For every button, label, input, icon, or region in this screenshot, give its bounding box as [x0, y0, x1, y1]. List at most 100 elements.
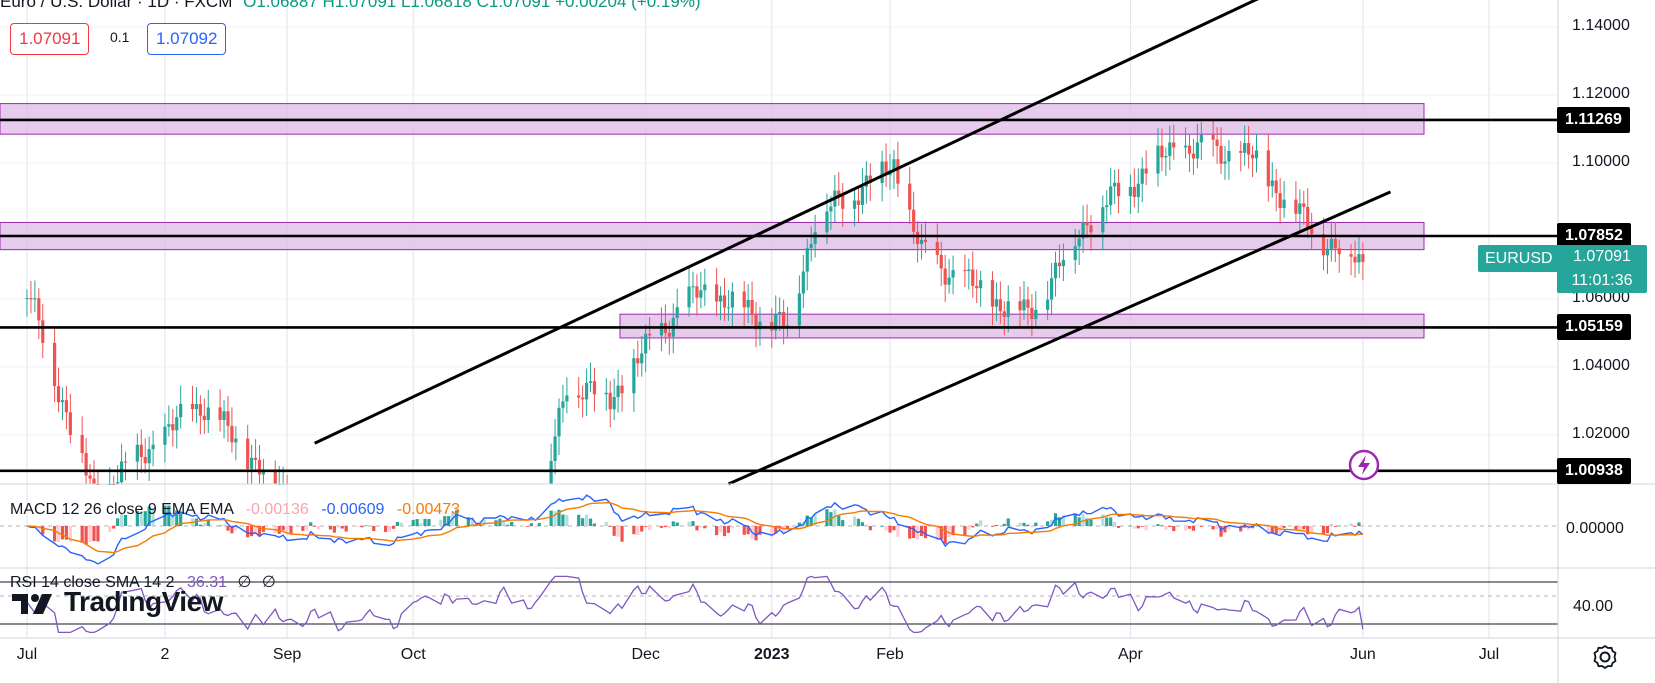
- macd-histogram-bar: [616, 526, 620, 537]
- time-tick-label: 2: [160, 646, 170, 663]
- rsi-legend[interactable]: RSI 14 close SMA 14 2 36.31 ∅ ∅: [10, 572, 276, 592]
- macd-histogram-bar: [742, 526, 746, 535]
- macd-histogram-bar: [202, 523, 206, 526]
- candle-body: [52, 342, 57, 387]
- candle-body: [742, 291, 746, 308]
- candle-body: [139, 444, 143, 457]
- candle-body: [135, 444, 139, 462]
- candle-body: [868, 175, 872, 184]
- candle-body: [632, 358, 636, 394]
- settings-gear-icon[interactable]: [1592, 644, 1618, 670]
- candle-body: [604, 392, 608, 395]
- macd-histogram-bar: [285, 526, 289, 536]
- candle-body: [222, 411, 226, 420]
- candle-body: [1002, 311, 1006, 317]
- candle-body: [864, 175, 868, 187]
- macd-histogram-bar: [537, 523, 541, 526]
- candle-body: [659, 323, 664, 336]
- macd-histogram-bar: [608, 526, 612, 527]
- horizontal-levels: [0, 118, 1558, 473]
- macd-histogram-bar: [620, 526, 624, 542]
- time-tick-label: Dec: [631, 646, 660, 663]
- macd-legend-name: MACD 12 26 close 9 EMA EMA: [10, 501, 234, 518]
- time-tick-label: Feb: [876, 646, 904, 663]
- candle-body: [675, 307, 679, 318]
- bolt-alert-icon[interactable]: [1348, 449, 1380, 481]
- candle-body: [1073, 246, 1077, 260]
- macd-histogram-bar: [387, 526, 392, 532]
- macd-histogram-bar: [797, 522, 801, 526]
- candle-body: [829, 206, 833, 212]
- time-tick-label: Apr: [1117, 646, 1143, 663]
- macd-histogram-bar: [1357, 522, 1361, 526]
- macd-legend[interactable]: MACD 12 26 close 9 EMA EMA -0.00136 -0.0…: [10, 501, 460, 519]
- candle-body: [565, 395, 569, 402]
- macd-histogram-bar: [372, 526, 376, 532]
- macd-histogram-bar: [730, 526, 734, 529]
- macd-histogram-bar: [116, 518, 120, 526]
- macd-histogram-bar: [577, 514, 581, 526]
- macd-histogram-bar: [1002, 523, 1006, 526]
- time-tick-label: Jul: [16, 646, 38, 663]
- candle-body: [990, 280, 995, 307]
- macd-histogram-bar: [1144, 526, 1148, 531]
- candle-body: [206, 407, 210, 421]
- candle-body: [1239, 150, 1243, 153]
- macd-histogram-bar: [549, 510, 553, 526]
- macd-histogram-bar: [253, 526, 258, 534]
- macd-histogram-bar: [313, 526, 317, 527]
- candle-body: [1219, 146, 1223, 164]
- macd-histogram-bar: [41, 526, 45, 535]
- candle-body: [923, 239, 928, 243]
- candle-body: [92, 478, 96, 484]
- price-tick-label: 1.12000: [1572, 85, 1630, 103]
- macd-histogram-bar: [151, 508, 155, 526]
- time-tick-label: Sep: [272, 646, 302, 663]
- macd-histogram-bar: [1282, 526, 1286, 528]
- candle-body: [1310, 228, 1314, 235]
- candle-body: [1172, 142, 1176, 148]
- chart-header: Euro / U.S. Dollar · 1D · FXCM O1.06887 …: [0, 0, 701, 12]
- symbol-tag: EURUSD: [1478, 245, 1560, 272]
- macd-histogram-bar: [1006, 518, 1010, 526]
- candle-body: [1215, 139, 1219, 147]
- candle-body: [1250, 154, 1255, 159]
- symbol-title[interactable]: Euro / U.S. Dollar · 1D · FXCM: [0, 0, 233, 11]
- candle-body: [218, 407, 222, 420]
- buy-price-button[interactable]: 1.07092: [147, 23, 227, 55]
- candle-body: [1254, 150, 1259, 159]
- macd-histogram-bar: [722, 526, 727, 537]
- macd-histogram-bar: [1026, 524, 1030, 526]
- candle-body: [1183, 145, 1188, 148]
- macd-histogram-bar: [368, 525, 372, 526]
- macd-histogram-bar: [395, 521, 400, 526]
- macd-histogram-bar: [1325, 526, 1330, 534]
- macd-histogram-bar: [364, 525, 368, 527]
- macd-histogram-bar: [1085, 518, 1089, 526]
- candle-body: [584, 382, 589, 400]
- candle-body: [1156, 145, 1160, 174]
- candle-body: [1353, 256, 1357, 263]
- macd-histogram-bar: [892, 526, 896, 531]
- candle-body: [561, 401, 565, 408]
- macd-histogram-bar: [632, 526, 636, 535]
- candle-body: [29, 298, 33, 300]
- macd-signal-line: [26, 501, 1363, 554]
- sell-price-button[interactable]: 1.07091: [10, 23, 90, 55]
- candle-body: [1018, 301, 1022, 311]
- candle-body: [1085, 222, 1089, 226]
- candle-body: [1223, 161, 1227, 164]
- candle-body: [1136, 183, 1140, 198]
- candle-body: [801, 271, 805, 294]
- rsi-na-2: ∅: [261, 574, 276, 591]
- macd-histogram-bar: [1274, 526, 1278, 534]
- macd-histogram-bar: [908, 526, 912, 539]
- candle-body: [1089, 225, 1093, 233]
- macd-histogram-bar: [557, 509, 561, 526]
- candle-body: [1164, 156, 1168, 158]
- candle-body: [971, 269, 975, 286]
- candle-body: [1294, 199, 1298, 214]
- candle-body: [813, 232, 817, 244]
- macd-histogram-bar: [553, 511, 557, 526]
